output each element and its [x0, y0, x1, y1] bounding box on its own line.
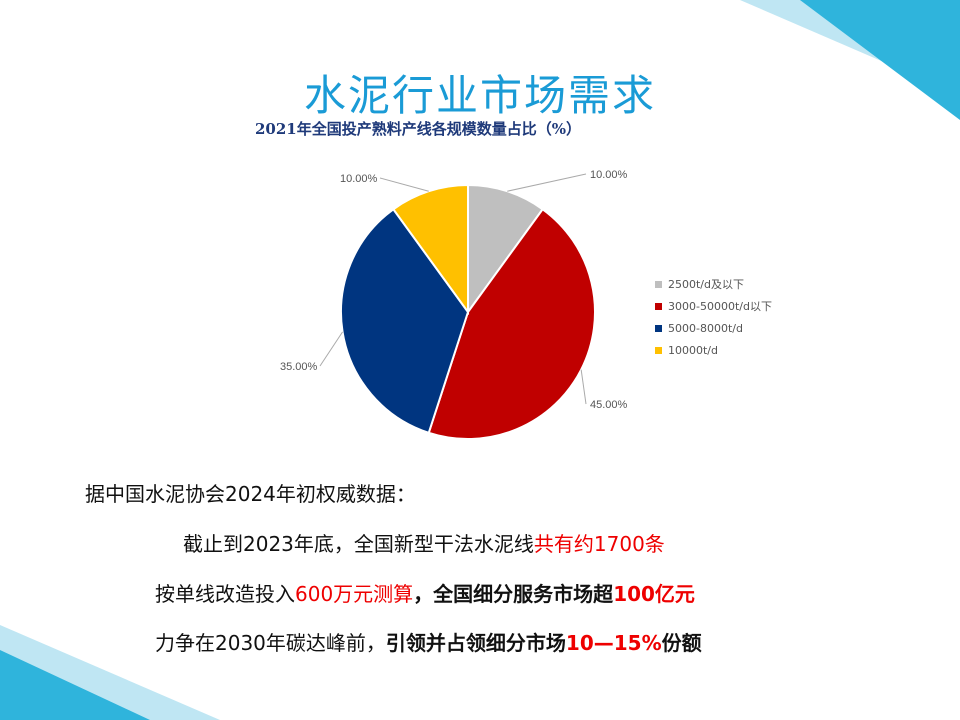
- legend-item: 10000t/d: [655, 339, 772, 361]
- legend-item: 5000-8000t/d: [655, 317, 772, 339]
- pie-slice: [467, 183, 545, 316]
- body-line-2: 截止到2023年底，全国新型干法水泥线共有约1700条: [183, 528, 665, 557]
- highlight-text: 10—15%: [565, 631, 662, 655]
- legend-swatch: [655, 346, 662, 354]
- pie-slice: [427, 207, 596, 440]
- chart-title: 2021年全国投产熟料产线各规模数量占比（%）: [255, 120, 582, 138]
- legend-label: 10000t/d: [668, 343, 718, 357]
- legend-label: 3000-50000t/d以下: [668, 300, 772, 313]
- legend-label: 2500t/d及以下: [668, 278, 744, 291]
- leader-line: [580, 369, 587, 405]
- legend-item: 3000-50000t/d以下: [655, 295, 772, 317]
- legend-swatch: [655, 324, 662, 332]
- leader-line: [319, 331, 343, 367]
- leader-line: [379, 177, 429, 192]
- legend-item: 2500t/d及以下: [655, 273, 772, 295]
- data-label: 45.00%: [590, 399, 628, 411]
- pie-slice: [340, 207, 470, 435]
- pie-slice: [391, 183, 469, 316]
- legend-label: 5000-8000t/d: [668, 321, 743, 335]
- body-line-4: 力争在2030年碳达峰前，引领并占领细分市场10—15%份额: [155, 627, 702, 656]
- body-line-3: 按单线改造投入600万元测算，全国细分服务市场超100亿元: [155, 578, 695, 607]
- leader-line: [507, 173, 587, 192]
- highlight-text: 100亿元: [613, 582, 695, 606]
- bold-text: 引领并占领细分市场: [385, 631, 566, 655]
- bold-text: ，全国细分服务市场超: [413, 582, 614, 606]
- legend-swatch: [655, 280, 662, 288]
- slide-title: 水泥行业市场需求: [303, 71, 656, 120]
- text: 力争在2030年碳达峰前，: [155, 631, 386, 655]
- text: 按单线改造投入: [155, 582, 295, 606]
- highlight-text: 共有约1700条: [533, 532, 665, 556]
- data-label: 35.00%: [280, 361, 318, 373]
- pie-chart: 10.00% 45.00% 35.00% 10.00%: [280, 169, 628, 440]
- legend-swatch: [655, 302, 662, 310]
- highlight-text: 600万元测算: [295, 582, 414, 606]
- chart-legend: 2500t/d及以下 3000-50000t/d以下 5000-8000t/d …: [655, 273, 772, 361]
- bold-text: 份额: [661, 631, 702, 655]
- data-label: 10.00%: [340, 173, 378, 185]
- data-label: 10.00%: [590, 169, 628, 181]
- text: 截止到2023年底，全国新型干法水泥线: [183, 532, 534, 556]
- body-line-1: 据中国水泥协会2024年初权威数据：: [85, 482, 416, 506]
